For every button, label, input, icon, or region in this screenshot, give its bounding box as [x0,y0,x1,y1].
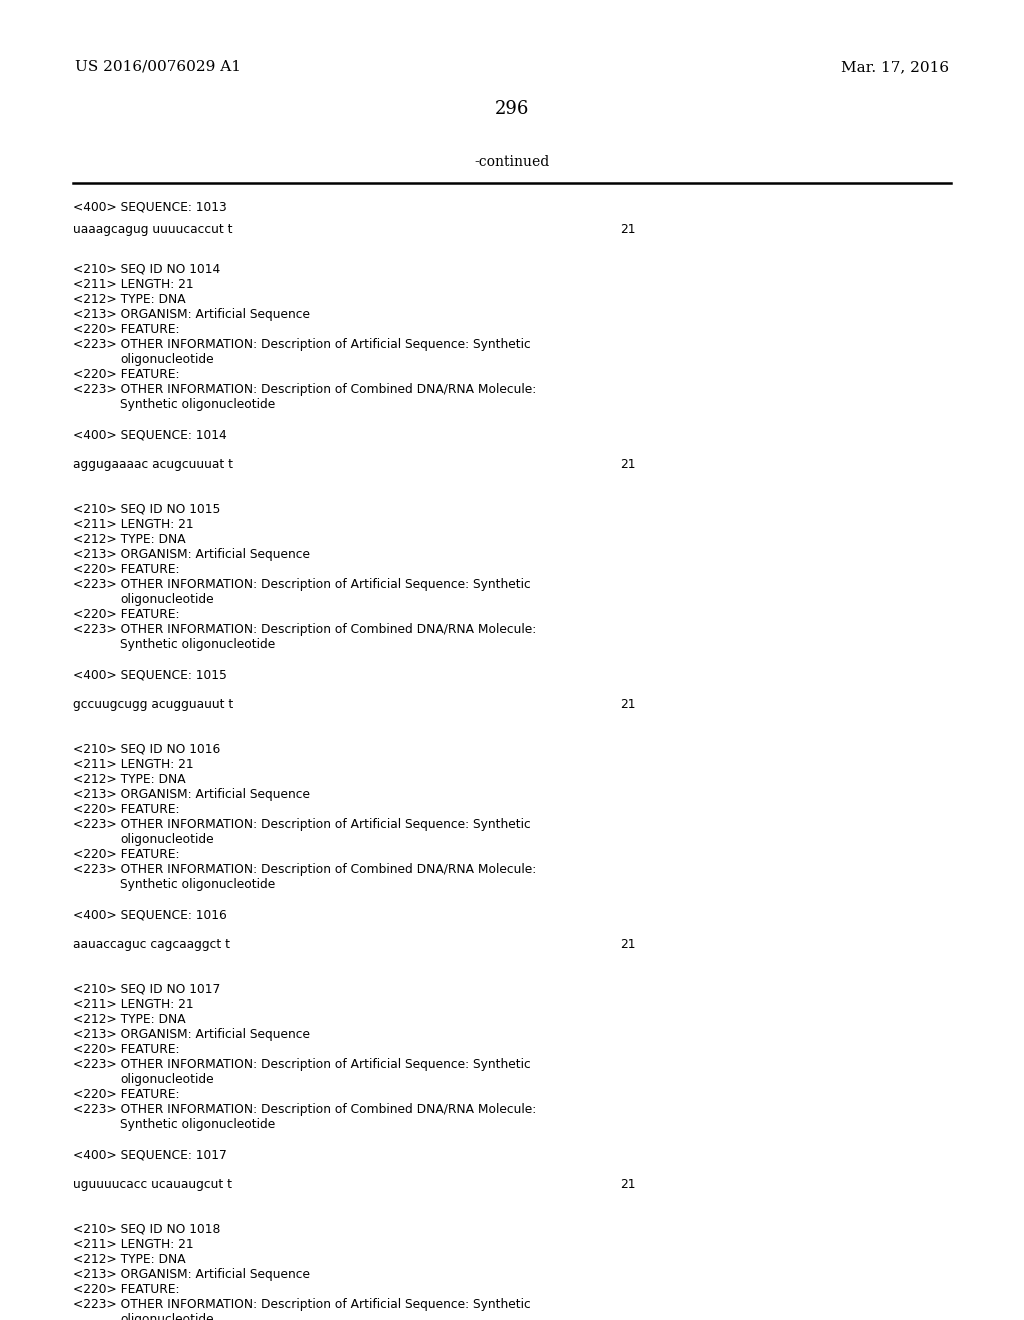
Text: 21: 21 [620,458,636,471]
Text: US 2016/0076029 A1: US 2016/0076029 A1 [75,59,241,74]
Text: Synthetic oligonucleotide: Synthetic oligonucleotide [120,399,275,411]
Text: <210> SEQ ID NO 1015: <210> SEQ ID NO 1015 [73,503,220,516]
Text: -continued: -continued [474,154,550,169]
Text: 21: 21 [620,939,636,950]
Text: <223> OTHER INFORMATION: Description of Artificial Sequence: Synthetic: <223> OTHER INFORMATION: Description of … [73,1059,530,1071]
Text: <400> SEQUENCE: 1013: <400> SEQUENCE: 1013 [73,201,226,213]
Text: <213> ORGANISM: Artificial Sequence: <213> ORGANISM: Artificial Sequence [73,1269,310,1280]
Text: <400> SEQUENCE: 1015: <400> SEQUENCE: 1015 [73,668,227,681]
Text: <400> SEQUENCE: 1014: <400> SEQUENCE: 1014 [73,428,226,441]
Text: <223> OTHER INFORMATION: Description of Artificial Sequence: Synthetic: <223> OTHER INFORMATION: Description of … [73,1298,530,1311]
Text: 21: 21 [620,223,636,236]
Text: oligonucleotide: oligonucleotide [120,1313,214,1320]
Text: <223> OTHER INFORMATION: Description of Combined DNA/RNA Molecule:: <223> OTHER INFORMATION: Description of … [73,1104,537,1115]
Text: <212> TYPE: DNA: <212> TYPE: DNA [73,533,185,546]
Text: <220> FEATURE:: <220> FEATURE: [73,564,179,576]
Text: <220> FEATURE:: <220> FEATURE: [73,847,179,861]
Text: <212> TYPE: DNA: <212> TYPE: DNA [73,1253,185,1266]
Text: <223> OTHER INFORMATION: Description of Artificial Sequence: Synthetic: <223> OTHER INFORMATION: Description of … [73,818,530,832]
Text: uguuuucacc ucauaugcut t: uguuuucacc ucauaugcut t [73,1177,232,1191]
Text: Synthetic oligonucleotide: Synthetic oligonucleotide [120,1118,275,1131]
Text: <211> LENGTH: 21: <211> LENGTH: 21 [73,998,194,1011]
Text: <213> ORGANISM: Artificial Sequence: <213> ORGANISM: Artificial Sequence [73,548,310,561]
Text: oligonucleotide: oligonucleotide [120,593,214,606]
Text: aauaccaguc cagcaaggct t: aauaccaguc cagcaaggct t [73,939,230,950]
Text: <223> OTHER INFORMATION: Description of Artificial Sequence: Synthetic: <223> OTHER INFORMATION: Description of … [73,338,530,351]
Text: <210> SEQ ID NO 1018: <210> SEQ ID NO 1018 [73,1224,220,1236]
Text: <212> TYPE: DNA: <212> TYPE: DNA [73,293,185,306]
Text: <211> LENGTH: 21: <211> LENGTH: 21 [73,517,194,531]
Text: oligonucleotide: oligonucleotide [120,833,214,846]
Text: <220> FEATURE:: <220> FEATURE: [73,803,179,816]
Text: gccuugcugg acugguauut t: gccuugcugg acugguauut t [73,698,233,711]
Text: <212> TYPE: DNA: <212> TYPE: DNA [73,1012,185,1026]
Text: 21: 21 [620,698,636,711]
Text: Synthetic oligonucleotide: Synthetic oligonucleotide [120,878,275,891]
Text: <211> LENGTH: 21: <211> LENGTH: 21 [73,279,194,290]
Text: <220> FEATURE:: <220> FEATURE: [73,609,179,620]
Text: <213> ORGANISM: Artificial Sequence: <213> ORGANISM: Artificial Sequence [73,1028,310,1041]
Text: <220> FEATURE:: <220> FEATURE: [73,1283,179,1296]
Text: <213> ORGANISM: Artificial Sequence: <213> ORGANISM: Artificial Sequence [73,308,310,321]
Text: Mar. 17, 2016: Mar. 17, 2016 [841,59,949,74]
Text: <400> SEQUENCE: 1017: <400> SEQUENCE: 1017 [73,1148,226,1162]
Text: uaaagcagug uuuucaccut t: uaaagcagug uuuucaccut t [73,223,232,236]
Text: <223> OTHER INFORMATION: Description of Combined DNA/RNA Molecule:: <223> OTHER INFORMATION: Description of … [73,623,537,636]
Text: <213> ORGANISM: Artificial Sequence: <213> ORGANISM: Artificial Sequence [73,788,310,801]
Text: Synthetic oligonucleotide: Synthetic oligonucleotide [120,638,275,651]
Text: <220> FEATURE:: <220> FEATURE: [73,323,179,337]
Text: <220> FEATURE:: <220> FEATURE: [73,1088,179,1101]
Text: 296: 296 [495,100,529,117]
Text: <210> SEQ ID NO 1014: <210> SEQ ID NO 1014 [73,263,220,276]
Text: <210> SEQ ID NO 1016: <210> SEQ ID NO 1016 [73,743,220,756]
Text: <223> OTHER INFORMATION: Description of Artificial Sequence: Synthetic: <223> OTHER INFORMATION: Description of … [73,578,530,591]
Text: <220> FEATURE:: <220> FEATURE: [73,368,179,381]
Text: <223> OTHER INFORMATION: Description of Combined DNA/RNA Molecule:: <223> OTHER INFORMATION: Description of … [73,863,537,876]
Text: <211> LENGTH: 21: <211> LENGTH: 21 [73,1238,194,1251]
Text: <220> FEATURE:: <220> FEATURE: [73,1043,179,1056]
Text: 21: 21 [620,1177,636,1191]
Text: <223> OTHER INFORMATION: Description of Combined DNA/RNA Molecule:: <223> OTHER INFORMATION: Description of … [73,383,537,396]
Text: oligonucleotide: oligonucleotide [120,352,214,366]
Text: <210> SEQ ID NO 1017: <210> SEQ ID NO 1017 [73,983,220,997]
Text: <212> TYPE: DNA: <212> TYPE: DNA [73,774,185,785]
Text: <400> SEQUENCE: 1016: <400> SEQUENCE: 1016 [73,908,226,921]
Text: <211> LENGTH: 21: <211> LENGTH: 21 [73,758,194,771]
Text: aggugaaaac acugcuuuat t: aggugaaaac acugcuuuat t [73,458,233,471]
Text: oligonucleotide: oligonucleotide [120,1073,214,1086]
